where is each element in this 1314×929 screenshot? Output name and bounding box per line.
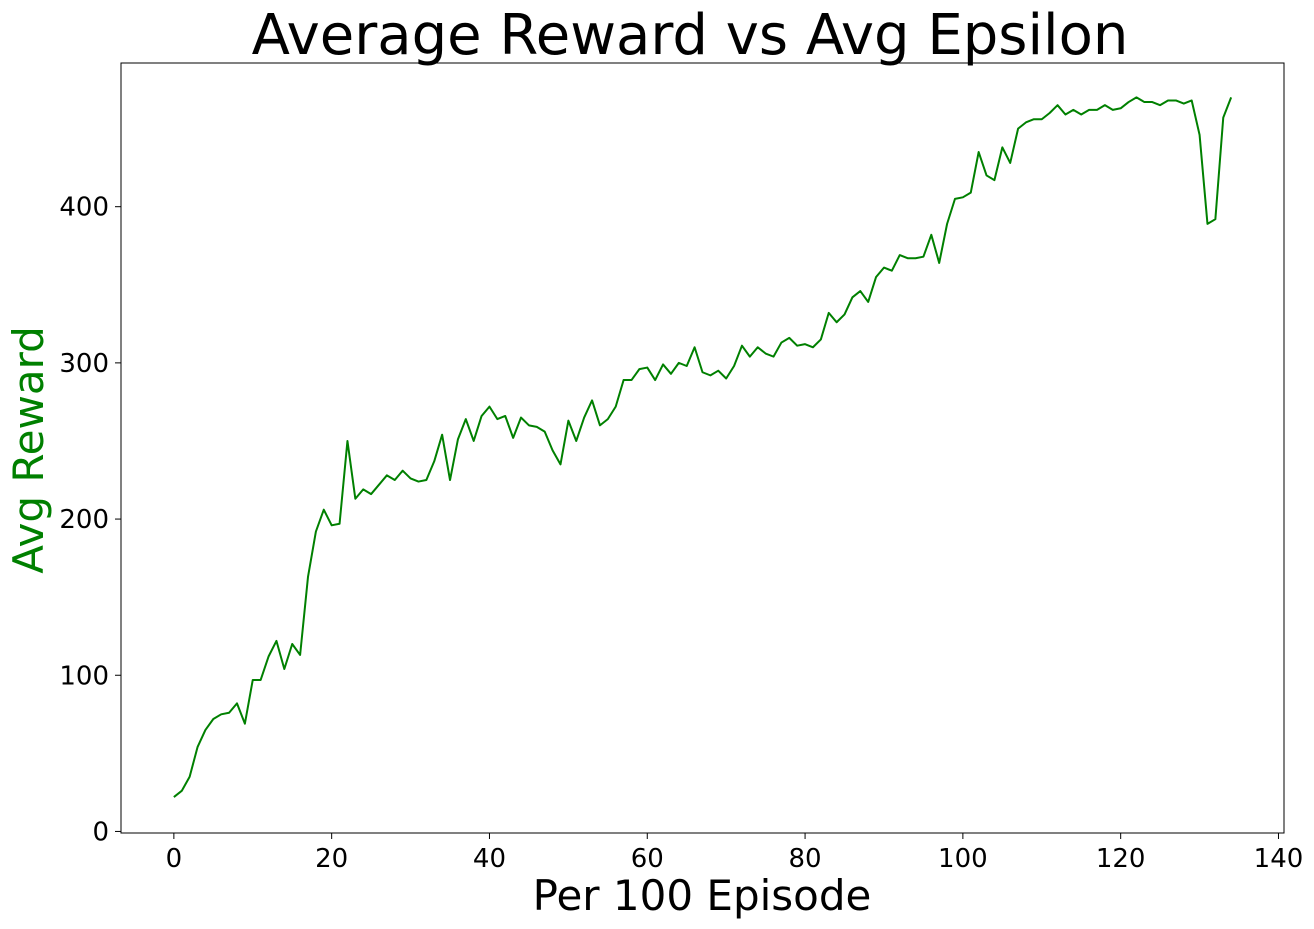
- x-tick-label: 80: [789, 844, 822, 874]
- y-axis-label: Avg Reward: [4, 326, 53, 574]
- x-axis: 0 20 40 60 80 100 120 140: [166, 833, 1304, 874]
- chart-title: Average Reward vs Avg Epsilon: [252, 3, 1129, 68]
- x-tick-label: 0: [166, 844, 183, 874]
- x-tick-label: 40: [473, 844, 506, 874]
- y-tick-label: 300: [59, 349, 109, 379]
- x-tick-label: 120: [1096, 844, 1146, 874]
- x-tick-label: 60: [631, 844, 664, 874]
- y-tick-label: 0: [92, 817, 109, 847]
- x-tick-label: 100: [938, 844, 988, 874]
- y-tick-label: 100: [59, 661, 109, 691]
- y-tick-label: 400: [59, 193, 109, 223]
- y-axis: 0 100 200 300 400: [59, 193, 121, 847]
- x-tick-label: 140: [1254, 844, 1304, 874]
- series-line: [173, 96, 1233, 798]
- x-tick-label: 20: [315, 844, 348, 874]
- y-tick-label: 200: [59, 505, 109, 535]
- x-axis-label: Per 100 Episode: [533, 871, 872, 920]
- plot-frame: [120, 62, 1285, 834]
